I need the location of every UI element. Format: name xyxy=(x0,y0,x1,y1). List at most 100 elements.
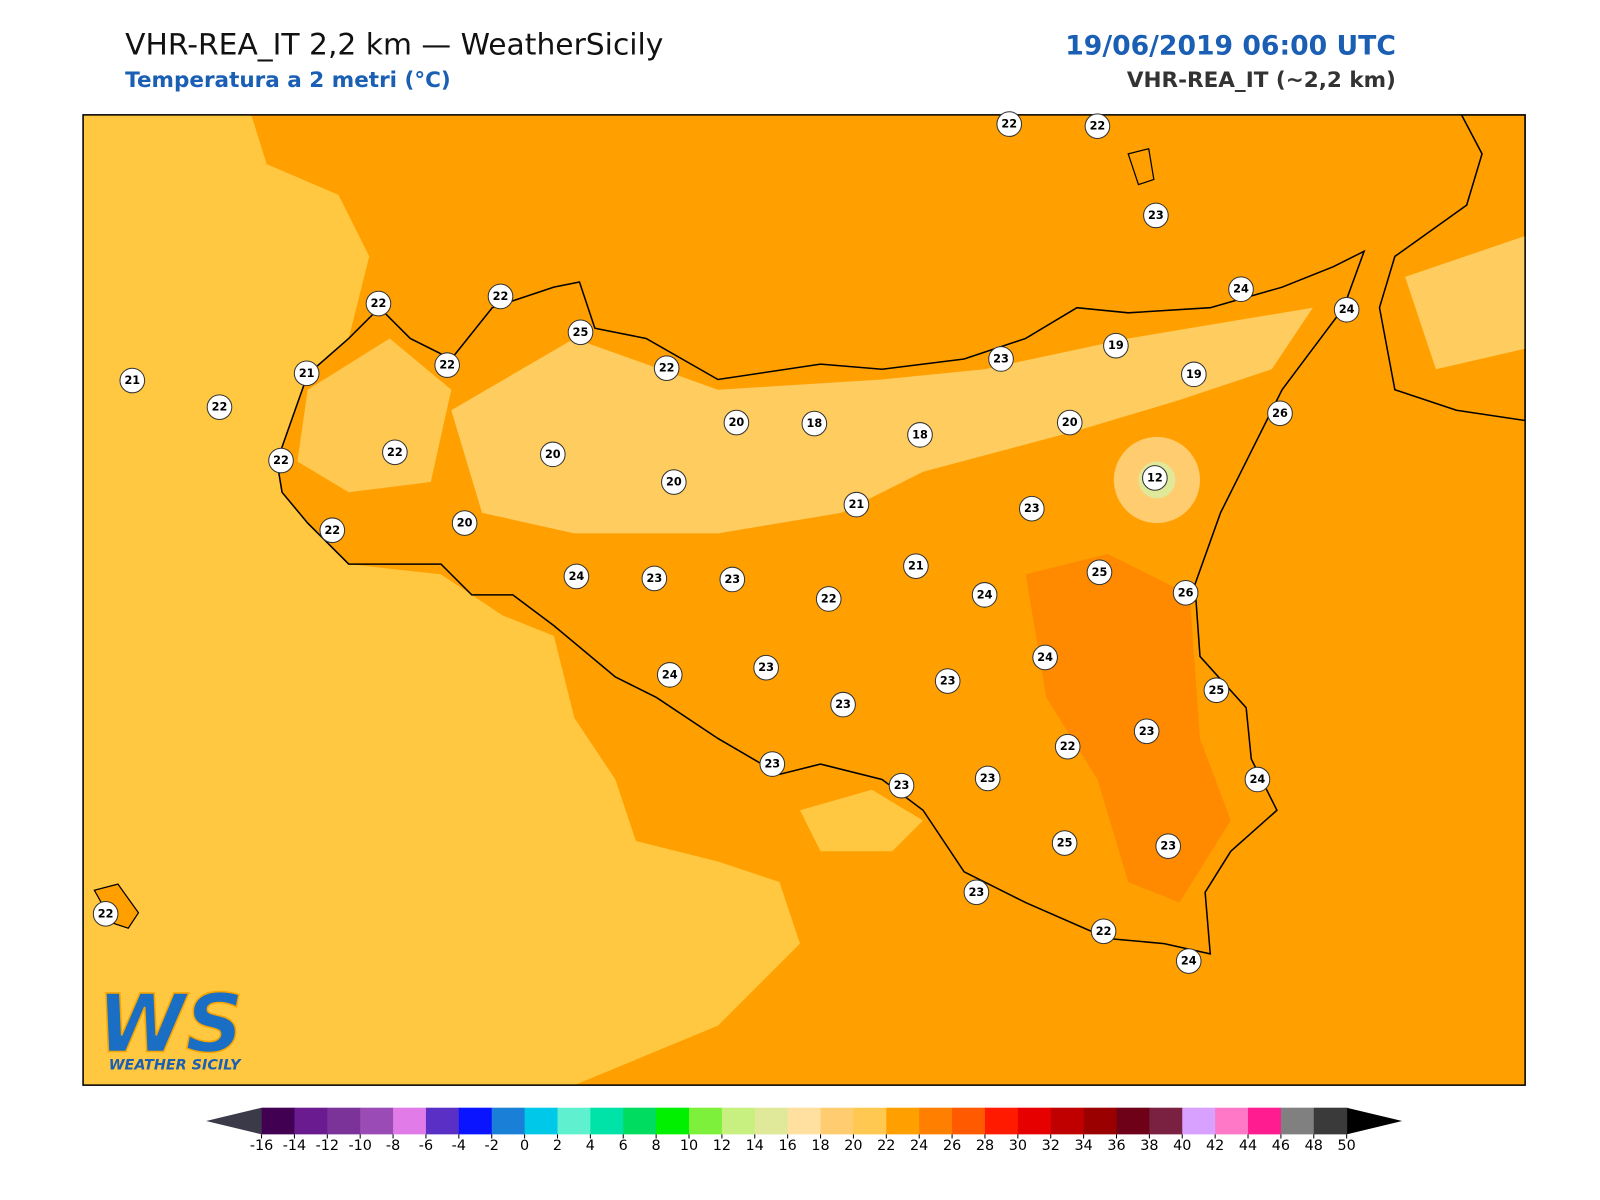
station-marker xyxy=(1051,830,1078,856)
station-marker xyxy=(1333,296,1360,323)
station-marker xyxy=(759,751,786,777)
station-marker xyxy=(1056,409,1083,436)
station-value: 23 xyxy=(894,779,910,792)
colorbar-box xyxy=(886,1107,920,1135)
station-value: 22 xyxy=(439,359,455,372)
colorbar-box xyxy=(1182,1107,1216,1135)
colorbar-label: -4 xyxy=(452,1138,466,1154)
station-marker xyxy=(656,662,683,688)
station-marker xyxy=(888,772,915,799)
station-marker xyxy=(1155,833,1182,859)
cool-west xyxy=(297,338,452,493)
station-value: 24 xyxy=(569,570,585,583)
station-value: 22 xyxy=(1060,740,1076,753)
colorbar-label: 26 xyxy=(943,1138,961,1154)
calabria-cool xyxy=(1405,235,1526,370)
station-value: 22 xyxy=(493,290,509,303)
colorbar-box xyxy=(1149,1107,1183,1135)
colorbar-box xyxy=(1248,1107,1282,1135)
colorbar-box xyxy=(656,1107,690,1135)
station-value: 22 xyxy=(821,592,837,605)
station-value: 26 xyxy=(1272,407,1288,420)
station-value: 24 xyxy=(977,588,993,601)
colorbar-box xyxy=(393,1107,427,1135)
station-value: 23 xyxy=(835,698,851,711)
station-value: 22 xyxy=(212,401,228,414)
colorbar-over xyxy=(1346,1107,1403,1135)
station-value: 22 xyxy=(1096,925,1112,938)
cool-patch xyxy=(800,789,924,852)
colorbar-label: -14 xyxy=(283,1138,306,1154)
colorbar-box xyxy=(952,1107,986,1135)
colorbar-label: 2 xyxy=(553,1138,562,1154)
station-value: 21 xyxy=(849,498,865,511)
station-marker xyxy=(319,517,346,544)
colorbar-label: -8 xyxy=(386,1138,400,1154)
station-value: 19 xyxy=(1108,339,1124,352)
station-value: 23 xyxy=(1139,725,1155,738)
colorbar-box xyxy=(360,1107,394,1135)
colorbar-label: 24 xyxy=(910,1138,928,1154)
colorbar-box xyxy=(491,1107,526,1135)
station-value: 22 xyxy=(387,446,403,459)
station-value: 21 xyxy=(299,367,315,380)
station-value: 22 xyxy=(1001,118,1017,131)
station-marker xyxy=(567,319,594,346)
colorbar-label: 16 xyxy=(779,1138,797,1154)
colorbar-label: 30 xyxy=(1009,1138,1027,1154)
station-marker xyxy=(487,283,514,310)
station-value: 22 xyxy=(659,362,675,375)
colorbar-label: 48 xyxy=(1305,1138,1323,1154)
station-marker xyxy=(723,409,750,436)
station-marker xyxy=(974,765,1001,792)
station-value: 22 xyxy=(273,454,289,467)
station-marker xyxy=(206,394,233,420)
station-value: 23 xyxy=(940,675,956,688)
colorbar-label: 4 xyxy=(586,1138,595,1154)
station-value: 25 xyxy=(573,326,589,339)
station-value: 19 xyxy=(1186,368,1202,381)
station-marker xyxy=(1032,644,1058,671)
station-marker xyxy=(988,346,1014,372)
station-value: 20 xyxy=(457,517,473,530)
map-frame xyxy=(82,114,1526,1086)
colorbar-box xyxy=(1050,1107,1085,1135)
colorbar-label: 32 xyxy=(1042,1138,1060,1154)
station-marker xyxy=(1228,276,1254,303)
station-marker xyxy=(815,586,842,612)
colorbar-label: -12 xyxy=(316,1138,339,1154)
station-value: 21 xyxy=(908,560,924,573)
station-value: 24 xyxy=(1233,283,1249,296)
colorbar-box xyxy=(820,1107,854,1135)
model: VHR-REA_IT (~2,2 km) xyxy=(1127,68,1396,93)
colorbar-label: 38 xyxy=(1140,1138,1158,1154)
logo-tagline: WEATHER SICILY xyxy=(109,1058,242,1074)
colorbar-label: 40 xyxy=(1173,1138,1191,1154)
station-marker xyxy=(653,355,680,382)
station-value: 23 xyxy=(724,573,740,586)
cool-sea xyxy=(83,114,800,1086)
station-marker xyxy=(540,441,566,468)
station-marker xyxy=(753,654,779,681)
station-value: 24 xyxy=(1037,651,1053,664)
station-marker xyxy=(907,422,933,448)
colorbar-label: 36 xyxy=(1107,1138,1125,1154)
station-marker xyxy=(1142,465,1168,491)
station-marker xyxy=(1084,113,1111,139)
station-marker xyxy=(365,290,392,317)
colorbar-label: 28 xyxy=(976,1138,994,1154)
colorbar-box xyxy=(1280,1107,1315,1135)
station-marker xyxy=(1103,332,1129,359)
station-value: 20 xyxy=(666,476,682,489)
station-value: 25 xyxy=(1057,837,1073,850)
colorbar-label: -6 xyxy=(419,1138,433,1154)
station-marker xyxy=(1133,718,1160,745)
station-value: 25 xyxy=(1092,566,1108,579)
station-marker xyxy=(996,111,1023,137)
colorbar-label: 42 xyxy=(1206,1138,1224,1154)
colorbar-label: 8 xyxy=(652,1138,661,1154)
station-marker xyxy=(119,367,146,394)
colorbar-box xyxy=(853,1107,887,1135)
colorbar-label: 6 xyxy=(619,1138,628,1154)
station-value: 18 xyxy=(912,428,928,441)
